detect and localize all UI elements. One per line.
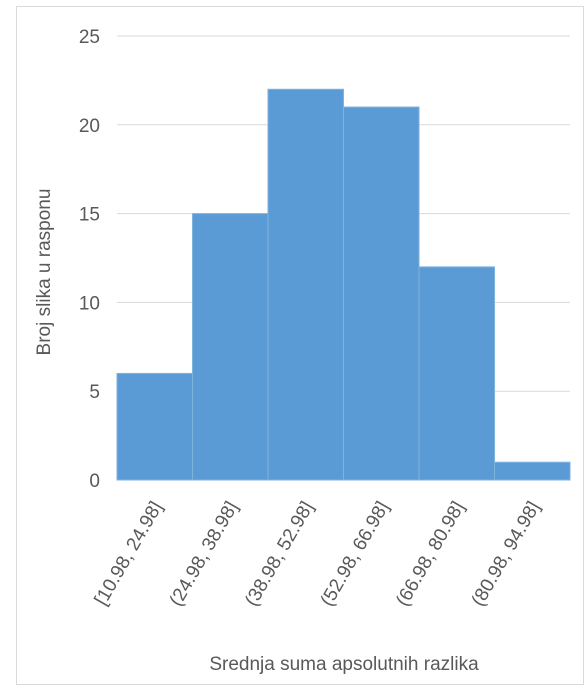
bar bbox=[418, 266, 495, 481]
bar bbox=[343, 106, 420, 481]
y-tick-label: 20 bbox=[79, 116, 100, 137]
bars bbox=[116, 88, 571, 481]
y-axis-title: Broj slika u rasponu bbox=[34, 189, 55, 356]
y-tick-label: 25 bbox=[79, 27, 100, 48]
y-tick-label: 15 bbox=[79, 205, 100, 226]
y-tick-label: 0 bbox=[89, 471, 100, 492]
x-tick-label: (52.98, 66.98] bbox=[317, 498, 394, 610]
x-tick-label: (38.98, 52.98] bbox=[241, 498, 318, 610]
x-axis-title: Srednja suma apsolutnih razlika bbox=[209, 654, 479, 675]
y-tick-label: 10 bbox=[79, 293, 100, 314]
x-tick-label: (66.98, 80.98] bbox=[392, 498, 469, 610]
y-tick-labels: 0 5 10 15 20 25 bbox=[79, 27, 100, 492]
bar bbox=[267, 88, 344, 481]
x-tick-label: [10.98, 24.98] bbox=[91, 498, 167, 609]
x-tick-label: (24.98, 38.98] bbox=[166, 498, 243, 610]
bar bbox=[494, 461, 571, 481]
y-tick-label: 5 bbox=[89, 382, 100, 403]
bar bbox=[192, 213, 269, 481]
x-tick-labels: [10.98, 24.98](24.98, 38.98](38.98, 52.9… bbox=[91, 498, 545, 610]
bar bbox=[116, 372, 193, 481]
x-tick-label: (80.98, 94.98] bbox=[468, 498, 545, 610]
